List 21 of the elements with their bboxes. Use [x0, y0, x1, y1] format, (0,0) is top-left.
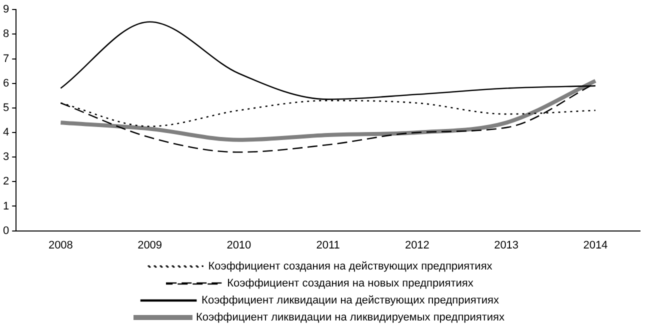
y-tick-label: 3 [2, 151, 10, 164]
y-tick-label: 1 [2, 200, 10, 212]
y-tick-label: 8 [2, 28, 10, 40]
x-tick-label: 2012 [404, 239, 430, 252]
x-tick-label: 2011 [316, 239, 340, 252]
y-tick-label: 4 [2, 126, 10, 139]
x-tick-label: 2008 [48, 239, 73, 252]
y-tick-label: 0 [2, 224, 10, 237]
legend-label: Коэффициент ликвидации на ликвидируемых предприятиях [196, 312, 506, 324]
y-tick-label: 7 [2, 52, 10, 65]
y-tick-label: 2 [2, 176, 10, 188]
x-tick-label: 2010 [226, 239, 252, 252]
y-tick-label: 5 [2, 102, 10, 114]
y-tick-label: 9 [2, 4, 10, 16]
legend-label: Коэффициент ликвидации на действующих предприятиях [202, 294, 500, 307]
legend-label: Коэффициент создания на новых предприятиях [227, 278, 474, 290]
legend-label: Коэффициент создания на действующих предприятиях [208, 260, 493, 273]
y-tick-label: 6 [2, 77, 10, 90]
x-tick-label: 2009 [138, 239, 162, 252]
x-tick-label: 2014 [583, 239, 608, 252]
x-tick-label: 2013 [494, 239, 519, 252]
